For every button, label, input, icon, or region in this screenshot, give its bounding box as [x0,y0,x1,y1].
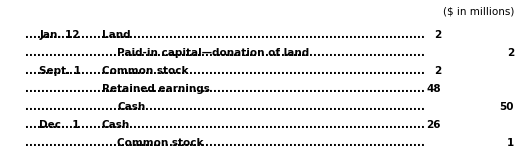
Text: ................................................................................: ........................................… [26,120,425,130]
Text: Dec.  1: Dec. 1 [39,120,80,130]
Text: 1: 1 [507,138,514,148]
Text: Paid-in capital—donation of land: Paid-in capital—donation of land [117,48,310,58]
Text: Cash: Cash [102,120,130,130]
Text: 2: 2 [434,66,441,76]
Text: Common stock: Common stock [102,66,188,76]
Text: ................................................................................: ........................................… [26,84,425,94]
Text: ................................................................................: ........................................… [26,102,425,112]
Text: ($ in millions): ($ in millions) [443,7,514,17]
Text: Land: Land [102,30,130,40]
Text: 2: 2 [434,30,441,40]
Text: Cash: Cash [117,102,146,112]
Text: Retained earnings: Retained earnings [102,84,210,94]
Text: 26: 26 [426,120,441,130]
Text: ................................................................................: ........................................… [26,48,425,58]
Text: 48: 48 [426,84,441,94]
Text: ................................................................................: ........................................… [26,30,425,40]
Text: Jan. 12: Jan. 12 [39,30,80,40]
Text: Sept. 1: Sept. 1 [39,66,81,76]
Text: ................................................................................: ........................................… [26,66,425,76]
Text: 2: 2 [507,48,514,58]
Text: 50: 50 [500,102,514,112]
Text: Common stock: Common stock [117,138,204,148]
Text: ................................................................................: ........................................… [26,138,425,148]
